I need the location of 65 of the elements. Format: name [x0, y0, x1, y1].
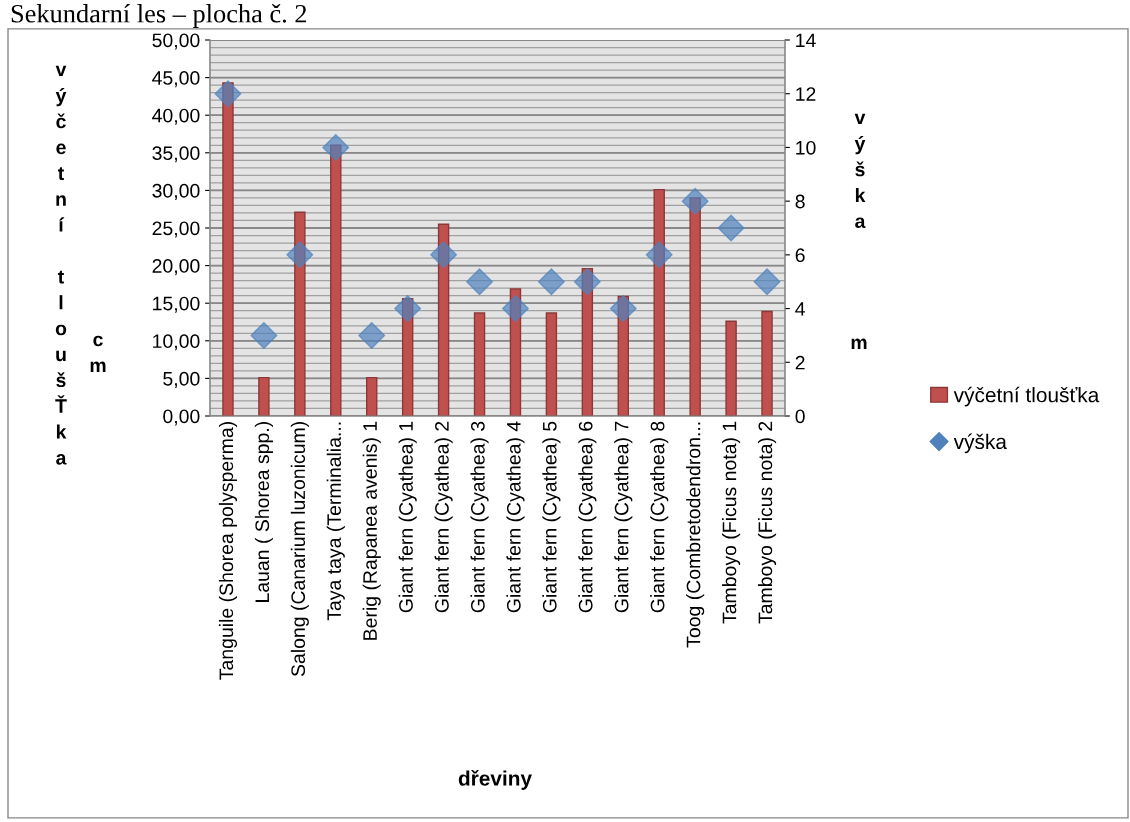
x-tick-label: Giant fern (Cyathea) 2: [434, 421, 453, 613]
x-tick-label: Giant fern (Cyathea) 3: [470, 421, 489, 613]
y2-tick-label: 2: [795, 355, 805, 370]
y-tick-label: 40,00: [152, 108, 200, 125]
x-tick-label: Giant fern (Cyathea) 6: [578, 421, 597, 613]
y-tick-label: 10,00: [153, 334, 200, 351]
bar: [365, 376, 378, 416]
bar: [258, 376, 270, 416]
point: [394, 295, 422, 323]
y2-tick-label: 10: [796, 140, 816, 155]
x-tick-label: Giant fern (Cyathea) 7: [614, 421, 633, 613]
text: výška m: [851, 113, 867, 350]
point: [286, 241, 314, 269]
y-tick-label: 25,00: [152, 221, 200, 238]
y2-tick-label: 8: [795, 194, 805, 209]
y2-tick-label: 14: [796, 33, 816, 48]
y-tick-label: 15,00: [153, 296, 200, 313]
bar: [653, 188, 665, 416]
legend-label: výčetní tloušťka: [953, 386, 1100, 407]
bar: [761, 310, 773, 416]
y-tick-label: 5,00: [163, 371, 200, 388]
x-tick-label: Tanguile (Shorea polysperma): [218, 422, 238, 680]
point: [502, 295, 529, 323]
x-tick-label: Giant fern (Cyathea) 4: [506, 421, 525, 613]
point: [573, 268, 601, 296]
point: [645, 241, 673, 269]
y-tick-label: 20,00: [152, 259, 200, 276]
bar: [222, 82, 234, 416]
x-tick-label: Giant fern (Cyathea) 5: [542, 421, 561, 613]
bar: [725, 320, 737, 416]
y-tick-label: 50,00: [152, 33, 200, 50]
point: [214, 80, 242, 108]
point: [609, 295, 637, 323]
y-tick-label: 30,00: [152, 183, 200, 200]
x-tick-label: Toog (Combretodendron...: [686, 422, 705, 648]
x-tick-label: Lauan ( Shorea spp.): [254, 422, 273, 602]
point: [358, 321, 386, 349]
x-axis-title: dřeviny: [458, 770, 532, 790]
y2-tick-label: 4: [795, 302, 805, 316]
text: výčetní tloušŤka cm: [55, 65, 106, 465]
x-tick-label: Berig (Rapanea avenis) 1: [362, 421, 381, 640]
point: [250, 321, 278, 349]
point: [717, 214, 745, 242]
point: [466, 268, 493, 296]
x-tick-label: Tamboyo (Ficus nota) 2: [757, 421, 777, 624]
point: [681, 187, 709, 215]
point: [753, 268, 781, 296]
bar: [545, 312, 558, 416]
y2-tick-label: 6: [795, 248, 805, 263]
x-tick-label: Salong (Canarium luzonicum): [290, 422, 309, 677]
point: [537, 268, 565, 296]
x-tick-label: Tamboyo (Ficus nota) 1: [722, 421, 741, 624]
point: [430, 241, 458, 269]
legend-label: výška: [953, 433, 1007, 454]
bar: [473, 312, 486, 416]
y2-tick-label: 12: [796, 87, 816, 101]
x-tick-label: Giant fern (Cyathea) 8: [650, 421, 669, 613]
y-tick-label: 35,00: [152, 146, 200, 163]
y2-tick-label: 0: [795, 409, 805, 424]
point: [322, 133, 350, 161]
y-tick-label: 45,00: [152, 71, 200, 88]
chart-title: Sekundarní les – plocha č. 2: [11, 4, 307, 28]
x-tick-label: Taya taya (Terminalia...: [326, 422, 345, 621]
x-tick-label: Giant fern (Cyathea) 1: [398, 421, 417, 613]
y-tick-label: 0,00: [163, 409, 200, 426]
